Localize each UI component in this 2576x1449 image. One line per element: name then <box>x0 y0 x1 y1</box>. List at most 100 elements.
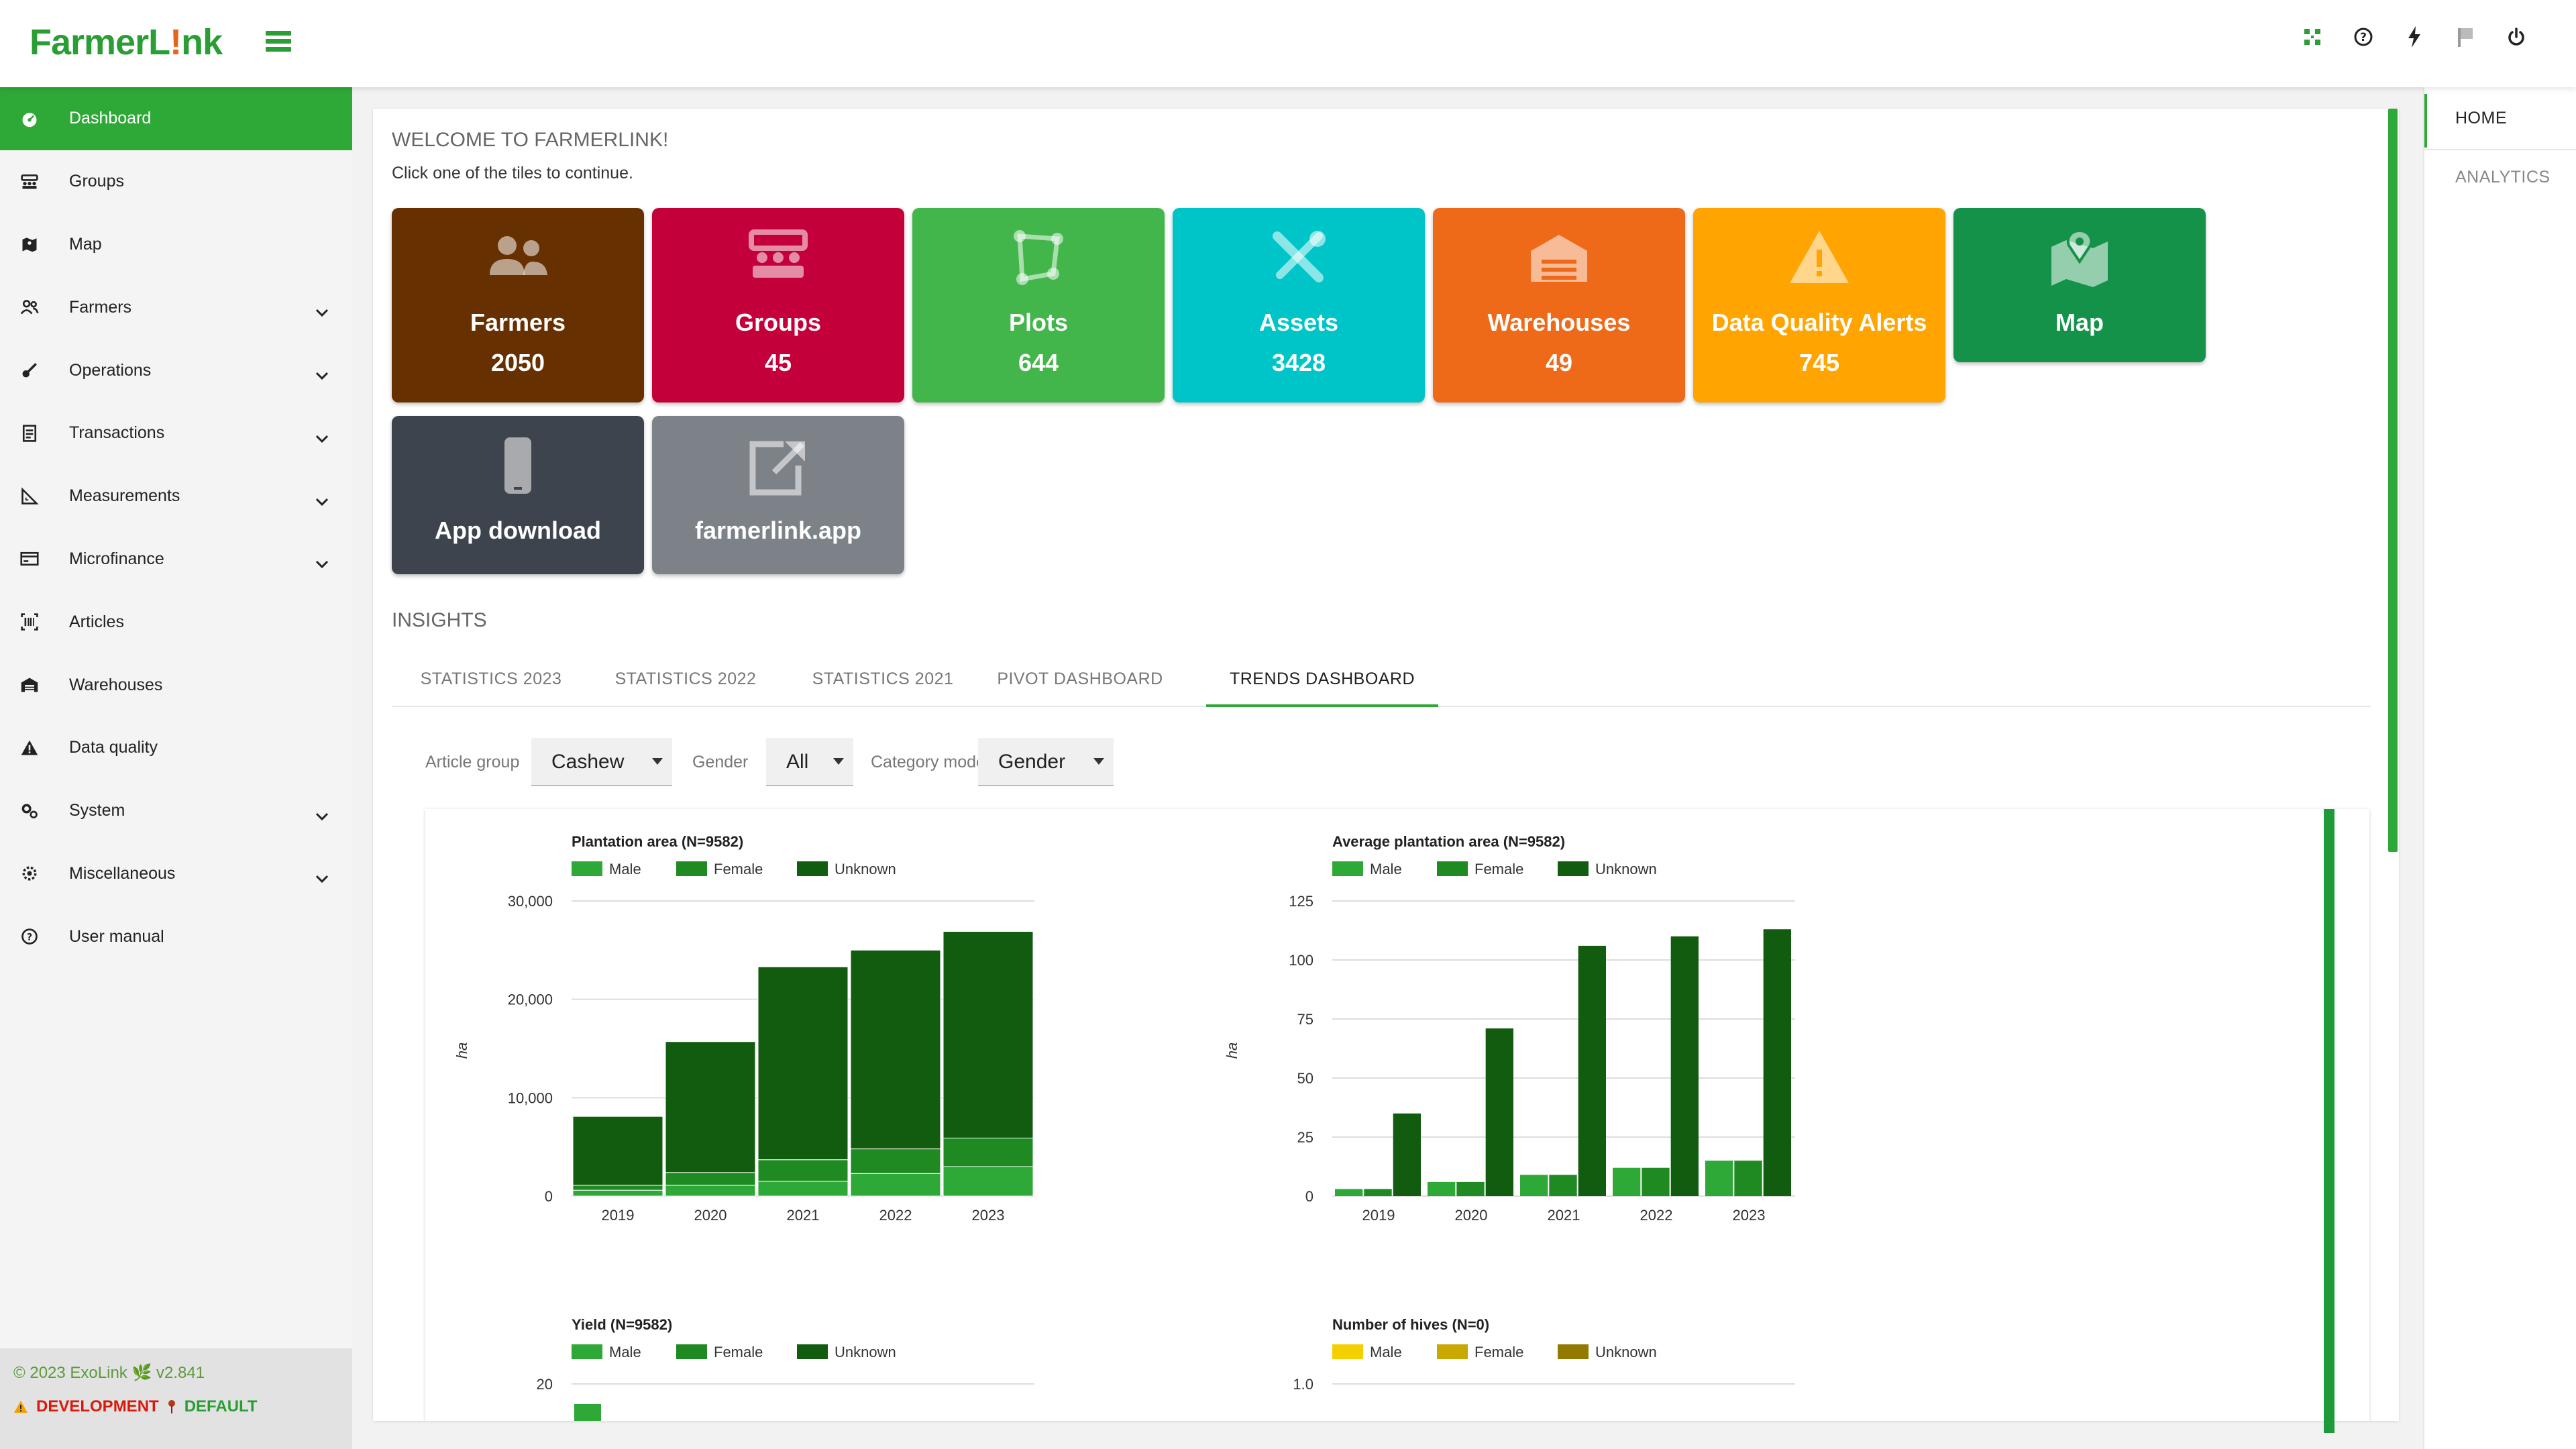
logo-text-exclaim: ! <box>170 22 182 62</box>
dropdown-caret-icon <box>1093 758 1104 765</box>
legend-swatch <box>572 861 602 876</box>
legend-label: Male <box>1370 1344 1402 1360</box>
welcome-subtitle: Click one of the tiles to continue. <box>392 164 633 182</box>
tile-map[interactable]: Map <box>1953 208 2206 362</box>
tile-label: App download <box>435 517 601 544</box>
sidebar-footer: © 2023 ExoLink 🌿 v2.841 DEVELOPMENT DEFA… <box>0 1348 352 1449</box>
sidebar-item-label: Groups <box>69 172 124 191</box>
sidebar-item-groups[interactable]: Groups <box>0 150 352 213</box>
bar <box>1734 1161 1762 1196</box>
menu-toggle-icon[interactable] <box>266 31 291 52</box>
sidebar-item-label: Operations <box>69 360 152 380</box>
insights-tabs: STATISTICS 2023 STATISTICS 2022 STATISTICS… <box>392 651 2371 707</box>
groups-icon <box>652 227 904 294</box>
tile-app-download[interactable]: App download <box>392 416 644 574</box>
transactions-icon <box>19 423 40 444</box>
sidebar-item-map[interactable]: Map <box>0 213 352 276</box>
tab-statistics-2023[interactable]: STATISTICS 2023 <box>420 669 562 688</box>
logo-text-nk: nk <box>181 22 223 62</box>
leaf-icon: 🌿 <box>131 1364 152 1382</box>
category-mode-select[interactable]: Gender <box>978 738 1114 786</box>
right-panel: HOME ANALYTICS <box>2423 87 2576 1449</box>
y-tick-label: 100 <box>1289 952 1313 969</box>
sidebar-item-user-manual[interactable]: ? User manual <box>0 905 352 968</box>
y-tick-label: 30,000 <box>508 893 553 910</box>
chevron-down-icon <box>315 869 329 883</box>
phone-icon <box>392 435 644 502</box>
app-logo[interactable]: FarmerL!nk <box>30 21 223 63</box>
tile-farmers[interactable]: Farmers 2050 <box>392 208 644 402</box>
x-tick-label: 2023 <box>1733 1207 1766 1224</box>
tab-statistics-2022[interactable]: STATISTICS 2022 <box>614 669 757 688</box>
legend-label: Female <box>1474 1344 1523 1360</box>
qr-code-icon[interactable] <box>2301 25 2324 48</box>
bolt-icon[interactable] <box>2403 25 2426 48</box>
bar <box>1549 1175 1577 1196</box>
tab-pivot-dashboard[interactable]: PIVOT DASHBOARD <box>997 669 1163 688</box>
sidebar-item-measurements[interactable]: Measurements <box>0 465 352 528</box>
sidebar-item-label: System <box>69 801 125 820</box>
bar <box>665 1172 756 1186</box>
tab-trends-dashboard[interactable]: TRENDS DASHBOARD <box>1206 651 1438 707</box>
article-group-select[interactable]: Cashew <box>531 738 672 786</box>
legend-swatch <box>572 1344 602 1359</box>
tab-home[interactable]: HOME <box>2455 109 2507 127</box>
sidebar-item-articles[interactable]: Articles <box>0 590 352 653</box>
sidebar-item-dashboard[interactable]: Dashboard <box>0 87 352 150</box>
tile-plots[interactable]: Plots 644 <box>912 208 1165 402</box>
warning-icon <box>1693 227 1945 294</box>
y-tick-label: 75 <box>1297 1011 1313 1028</box>
sidebar-item-system[interactable]: System <box>0 780 352 843</box>
home-active-indicator <box>2424 94 2427 148</box>
help-icon[interactable]: ? <box>2352 25 2375 48</box>
bar <box>1364 1189 1392 1196</box>
main-content: WELCOME TO FARMERLINK! Click one of the … <box>373 109 2399 1421</box>
bar <box>1520 1175 1548 1196</box>
tile-groups[interactable]: Groups 45 <box>652 208 904 402</box>
tile-warehouses[interactable]: Warehouses 49 <box>1433 208 1685 402</box>
x-tick-label: 2020 <box>1455 1207 1488 1224</box>
tile-assets[interactable]: Assets 3428 <box>1173 208 1425 402</box>
bar <box>1393 1113 1421 1196</box>
tile-count: 3428 <box>1271 349 1326 376</box>
legend-swatch <box>676 1344 707 1359</box>
gender-select[interactable]: All <box>766 738 853 786</box>
bar <box>1763 929 1791 1196</box>
y-tick-label: 20 <box>537 1376 553 1393</box>
tile-farmerlink-app[interactable]: farmerlink.app <box>652 416 904 574</box>
chevron-down-icon <box>315 366 329 380</box>
tab-analytics[interactable]: ANALYTICS <box>2455 168 2551 186</box>
sidebar-item-microfinance[interactable]: Microfinance <box>0 528 352 591</box>
bar <box>572 1189 663 1197</box>
charts-scrollbar[interactable] <box>2324 809 2334 1433</box>
svg-text:?: ? <box>27 932 32 943</box>
sidebar-item-label: Map <box>69 234 102 254</box>
sidebar-item-miscellaneous[interactable]: Miscellaneous <box>0 843 352 906</box>
power-icon[interactable] <box>2505 25 2528 48</box>
bar <box>1485 1028 1513 1196</box>
category-mode-value: Gender <box>998 751 1066 773</box>
flag-icon[interactable] <box>2454 25 2477 48</box>
article-group-value: Cashew <box>551 751 625 773</box>
sidebar-item-data-quality[interactable]: Data quality <box>0 716 352 780</box>
x-tick-label: 2022 <box>879 1207 912 1224</box>
x-tick-label: 2020 <box>694 1207 727 1224</box>
sidebar-item-farmers[interactable]: Farmers <box>0 276 352 339</box>
legend-swatch <box>1332 1344 1363 1359</box>
bar <box>1642 1167 1670 1196</box>
pin-icon <box>168 1400 175 1413</box>
main-scrollbar[interactable] <box>2388 109 2398 852</box>
tile-data-quality-alerts[interactable]: Data Quality Alerts 745 <box>1693 208 1945 402</box>
version-info: © 2023 ExoLink 🌿 v2.841 <box>13 1363 339 1383</box>
legend-swatch <box>1558 1344 1589 1359</box>
tab-statistics-2021[interactable]: STATISTICS 2021 <box>812 669 954 688</box>
env-default: DEFAULT <box>184 1397 258 1415</box>
warehouse-icon <box>19 674 40 696</box>
sidebar-item-transactions[interactable]: Transactions <box>0 402 352 465</box>
sidebar-item-label: Measurements <box>69 486 180 506</box>
sidebar-item-operations[interactable]: Operations <box>0 339 352 402</box>
welcome-title: WELCOME TO FARMERLINK! <box>392 129 669 151</box>
sidebar-item-warehouses[interactable]: Warehouses <box>0 653 352 716</box>
tile-label: Plots <box>1008 309 1068 336</box>
bar <box>1705 1161 1733 1196</box>
